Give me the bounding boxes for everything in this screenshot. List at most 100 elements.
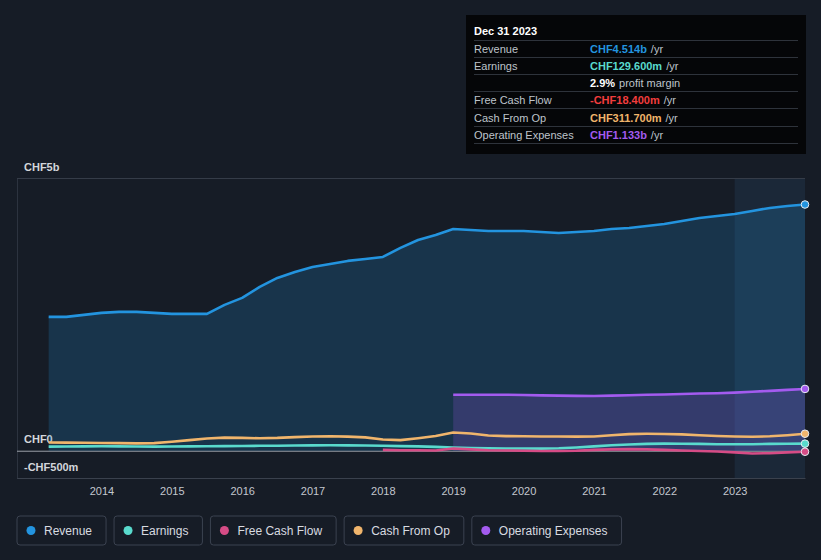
tooltip-label: Free Cash Flow: [474, 94, 552, 106]
end-marker: [801, 201, 809, 209]
y-axis-line: [18, 179, 806, 479]
x-tick: 2019: [441, 478, 465, 497]
x-tick: 2014: [90, 478, 114, 497]
tooltip-separator: [474, 108, 798, 109]
end-marker: [801, 448, 809, 456]
x-tick-label: 2018: [371, 485, 395, 497]
legend-swatch[interactable]: [27, 526, 36, 535]
x-tick-label: 2020: [512, 485, 536, 497]
y-tick-label: CHF5b: [24, 161, 60, 173]
legend-box[interactable]: [17, 516, 106, 545]
area: [49, 205, 805, 451]
legend-label[interactable]: Revenue: [44, 524, 92, 538]
tooltip-label: Operating Expenses: [474, 129, 574, 141]
tooltip-separator: [474, 126, 798, 127]
legend-label[interactable]: Free Cash Flow: [237, 524, 322, 538]
x-tick: 2023: [723, 478, 747, 497]
tooltip-unit: /yr: [664, 94, 677, 106]
legend-item[interactable]: Free Cash Flow: [210, 516, 336, 545]
x-tick-label: 2016: [230, 485, 254, 497]
x-tick: 2017: [301, 478, 325, 497]
legend-box[interactable]: [344, 516, 464, 545]
y-axis: -CHF500m CHF0 CHF5b: [17, 161, 805, 479]
tooltip-value: CHF4.514b: [590, 43, 647, 55]
tooltip-value-line: CHF4.514b/yr: [590, 43, 663, 55]
line: [49, 432, 805, 443]
legend-swatch[interactable]: [124, 526, 133, 535]
tooltip: Dec 31 2023 Revenue CHF4.514b/yr Earnings CH…: [466, 15, 806, 154]
end-marker: [801, 430, 809, 438]
tooltip-label: Cash From Op: [474, 112, 546, 124]
tooltip-value-line: 2.9% profit margin: [590, 77, 680, 89]
tooltip-value: CHF311.700m: [590, 112, 662, 124]
legend-item[interactable]: Revenue: [17, 516, 106, 545]
y-tick-label: -CHF500m: [24, 461, 79, 473]
tooltip-separator: [474, 40, 798, 41]
tooltip-value-line: -CHF18.400m/yr: [590, 94, 676, 106]
legend-item[interactable]: Operating Expenses: [472, 516, 622, 545]
legend-swatch[interactable]: [354, 526, 363, 535]
tooltip-unit: /yr: [666, 60, 679, 72]
legend-item[interactable]: Earnings: [114, 516, 202, 545]
x-tick-label: 2021: [582, 485, 606, 497]
tooltip-unit: profit margin: [619, 77, 680, 89]
y-tick: CHF5b: [17, 161, 805, 179]
legend-item[interactable]: Cash From Op: [344, 516, 464, 545]
line: [49, 205, 805, 317]
line: [383, 449, 805, 454]
grid-line: [17, 178, 805, 179]
legend-box[interactable]: [210, 516, 336, 545]
x-tick: 2016: [230, 478, 254, 497]
tooltip-value: CHF1.133b: [590, 129, 647, 141]
legend-label[interactable]: Operating Expenses: [499, 524, 608, 538]
x-tick-label: 2015: [160, 485, 184, 497]
x-tick: 2018: [371, 478, 395, 497]
legend-swatch[interactable]: [220, 526, 229, 535]
tooltip-separator: [474, 91, 798, 92]
end-marker: [801, 385, 809, 393]
x-tick-label: 2014: [90, 485, 114, 497]
x-tick-label: 2017: [301, 485, 325, 497]
x-tick: 2021: [582, 478, 606, 497]
x-tick: 2015: [160, 478, 184, 497]
tooltip-separator: [474, 143, 798, 144]
line: [49, 444, 805, 449]
legend: Revenue Earnings Free Cash Flow Cash From O…: [17, 516, 622, 545]
x-tick-label: 2019: [441, 485, 465, 497]
legend-box[interactable]: [114, 516, 202, 545]
legend-swatch[interactable]: [481, 526, 490, 535]
tooltip-separator: [474, 57, 798, 58]
area: [453, 389, 805, 451]
legend-label[interactable]: Earnings: [141, 524, 188, 538]
x-tick-label: 2022: [653, 485, 677, 497]
x-tick: 2020: [512, 478, 536, 497]
x-tick: 2022: [653, 478, 677, 497]
background: [0, 0, 821, 560]
tooltip-unit: /yr: [651, 129, 664, 141]
x-axis: 2014 2015 2016 2017 2018 2019 2020 2021 2022 2023: [18, 478, 806, 497]
y-tick: -CHF500m: [17, 461, 805, 479]
x-tick-label: 2023: [723, 485, 747, 497]
tooltip-title: Dec 31 2023: [474, 25, 537, 37]
tooltip-value-line: CHF1.133b/yr: [590, 129, 663, 141]
tooltip-value-line: CHF311.700m/yr: [590, 112, 678, 124]
line: [453, 389, 805, 396]
tooltip-value-line: CHF129.600m/yr: [590, 60, 679, 72]
end-markers: [801, 201, 809, 456]
tooltip-value: 2.9%: [590, 77, 615, 89]
plot-area: [49, 205, 805, 454]
tooltip-separator: [474, 74, 798, 75]
chart: -CHF500mCHF0CHF5b20142015201620172018201…: [0, 0, 821, 560]
tooltip-label: Earnings: [474, 60, 518, 72]
end-marker: [801, 440, 809, 448]
tooltip-label: Revenue: [474, 43, 518, 55]
grid-line: [17, 478, 805, 479]
tooltip-box: [466, 15, 806, 154]
y-tick-label: CHF0: [24, 433, 53, 445]
tooltip-value: CHF129.600m: [590, 60, 662, 72]
legend-label[interactable]: Cash From Op: [371, 524, 450, 538]
x-axis-line: [18, 478, 806, 479]
tooltip-unit: /yr: [651, 43, 664, 55]
tooltip-unit: /yr: [666, 112, 679, 124]
legend-box[interactable]: [472, 516, 622, 545]
